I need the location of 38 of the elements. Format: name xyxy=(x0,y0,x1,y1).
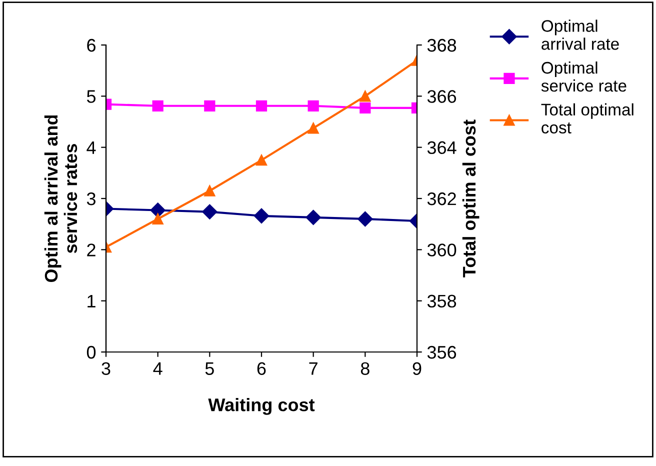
x-tick-label: 8 xyxy=(360,362,370,375)
legend-label: Optimal arrival rate xyxy=(542,20,619,50)
point xyxy=(308,100,319,112)
y-tick-label: 3 xyxy=(86,192,96,206)
y2-tick-label: 358 xyxy=(427,294,456,308)
point xyxy=(360,90,371,102)
y-tick-label: 6 xyxy=(87,38,96,52)
y-axis-title: Optim al arrival and service rates xyxy=(44,115,78,282)
legend-label: Optimal service rate xyxy=(541,61,626,92)
y-tick-label: 5 xyxy=(86,90,96,103)
y2-tick-label: 360 xyxy=(427,244,456,256)
point xyxy=(152,213,164,225)
legend-label: Total optimal cost xyxy=(541,103,634,134)
x-tick-label: 9 xyxy=(412,362,422,375)
y2-tick-label: 356 xyxy=(427,346,456,359)
y-tick-label: 0 xyxy=(86,346,96,359)
point xyxy=(204,185,216,196)
point xyxy=(256,154,268,166)
y-tick-label: 4 xyxy=(86,141,96,154)
y2-tick-label: 366 xyxy=(427,90,456,103)
x-tick-label: 5 xyxy=(205,362,214,375)
point xyxy=(308,122,319,134)
y2-axis-title: Total optim al cost xyxy=(462,120,480,278)
x-axis-title: Waiting cost xyxy=(208,398,315,415)
x-tick-label: 7 xyxy=(309,362,318,375)
y2-tick-label: 368 xyxy=(427,38,456,52)
y-tick-label: 2 xyxy=(87,244,96,256)
y2-tick-label: 362 xyxy=(427,192,456,206)
y2-tick-label: 364 xyxy=(427,141,456,154)
point xyxy=(254,208,270,224)
x-tick-label: 6 xyxy=(257,362,266,375)
x-tick-label: 4 xyxy=(153,362,162,375)
point xyxy=(306,210,321,225)
y-tick-label: 1 xyxy=(88,294,96,308)
point xyxy=(202,204,218,220)
x-tick-label: 3 xyxy=(102,362,110,375)
point xyxy=(204,100,216,112)
point xyxy=(256,100,268,112)
